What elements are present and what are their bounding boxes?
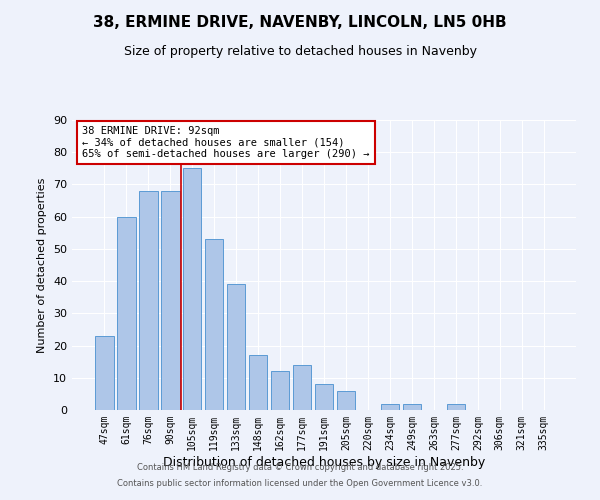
Bar: [271, 372, 289, 410]
Bar: [293, 365, 311, 410]
Bar: [95, 336, 113, 410]
Bar: [337, 390, 355, 410]
Y-axis label: Number of detached properties: Number of detached properties: [37, 178, 47, 352]
Bar: [161, 191, 179, 410]
Bar: [205, 239, 223, 410]
Bar: [446, 404, 465, 410]
Text: Contains public sector information licensed under the Open Government Licence v3: Contains public sector information licen…: [118, 478, 482, 488]
Bar: [183, 168, 202, 410]
Text: 38, ERMINE DRIVE, NAVENBY, LINCOLN, LN5 0HB: 38, ERMINE DRIVE, NAVENBY, LINCOLN, LN5 …: [93, 15, 507, 30]
Bar: [249, 355, 268, 410]
Bar: [139, 191, 158, 410]
Text: Size of property relative to detached houses in Navenby: Size of property relative to detached ho…: [124, 45, 476, 58]
Bar: [117, 216, 136, 410]
Bar: [403, 404, 421, 410]
X-axis label: Distribution of detached houses by size in Navenby: Distribution of detached houses by size …: [163, 456, 485, 468]
Text: 38 ERMINE DRIVE: 92sqm
← 34% of detached houses are smaller (154)
65% of semi-de: 38 ERMINE DRIVE: 92sqm ← 34% of detached…: [82, 126, 370, 159]
Bar: [227, 284, 245, 410]
Text: Contains HM Land Registry data © Crown copyright and database right 2025.: Contains HM Land Registry data © Crown c…: [137, 464, 463, 472]
Bar: [314, 384, 334, 410]
Bar: [380, 404, 399, 410]
